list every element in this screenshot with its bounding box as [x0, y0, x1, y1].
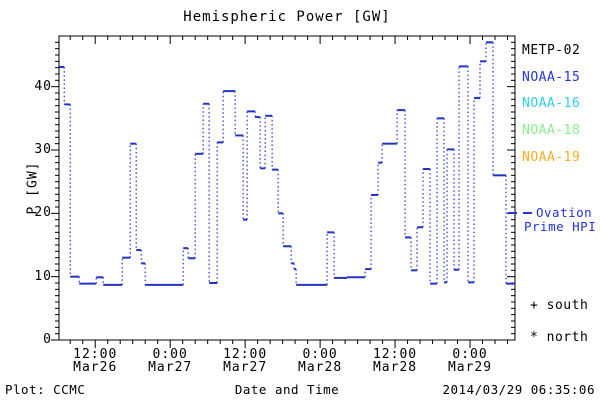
x-tick-date: Mar27	[148, 360, 193, 375]
y-tick-label: 0	[43, 332, 52, 347]
x-tick-date: Mar28	[298, 360, 343, 375]
ovation-legend-line2: Prime HPI	[524, 219, 597, 234]
y-tick-label: 20	[34, 205, 52, 221]
x-tick-label: 12:00 Mar27	[205, 348, 285, 374]
legend-item-noaa-19: NOAA-19	[522, 149, 581, 165]
x-tick-time: 12:00	[223, 347, 268, 362]
x-tick-label: 0:00 Mar27	[130, 348, 210, 374]
footer-plot-credit: Plot: CCMC	[5, 382, 86, 397]
x-tick-date: Mar29	[447, 360, 493, 375]
x-tick-time: 12:00	[73, 347, 118, 362]
legend-item-noaa-16: NOAA-16	[522, 96, 581, 112]
x-tick-time: 0:00	[302, 347, 338, 362]
x-tick-time: 0:00	[452, 347, 488, 362]
x-tick-label: 12:00 Mar28	[355, 348, 435, 374]
legend-item-metp-02: METP-02	[522, 43, 581, 58]
x-axis-title: Date and Time	[234, 382, 340, 397]
footer-timestamp: 2014/03/29 06:35:06	[442, 382, 595, 397]
legend-item-noaa-15: NOAA-15	[522, 69, 581, 85]
ovation-legend-line1: Ovation	[536, 205, 593, 220]
x-tick-date: Mar28	[372, 360, 418, 375]
chart-title: Hemispheric Power [GW]	[183, 9, 391, 25]
x-tick-time: 0:00	[152, 347, 188, 362]
y-tick-label: 10	[34, 268, 52, 284]
legend-south-label: south	[546, 298, 589, 313]
plus-marker-icon: +	[530, 298, 539, 313]
x-tick-date: Mar27	[223, 360, 268, 375]
y-tick-label: 30	[34, 142, 52, 157]
x-tick-time: 12:00	[372, 347, 418, 362]
asterisk-marker-icon: *	[530, 330, 539, 345]
legend-north-label: north	[546, 330, 589, 345]
legend-item-noaa-18: NOAA-18	[522, 123, 581, 139]
x-tick-date: Mar26	[73, 360, 118, 375]
x-tick-label: 0:00 Mar29	[430, 348, 510, 374]
x-tick-label: 0:00 Mar28	[280, 348, 360, 374]
legend-south: + south	[530, 298, 588, 313]
legend-north: * north	[530, 330, 588, 345]
y-tick-label: 40	[34, 78, 52, 94]
x-tick-label: 12:00 Mar26	[55, 348, 135, 374]
